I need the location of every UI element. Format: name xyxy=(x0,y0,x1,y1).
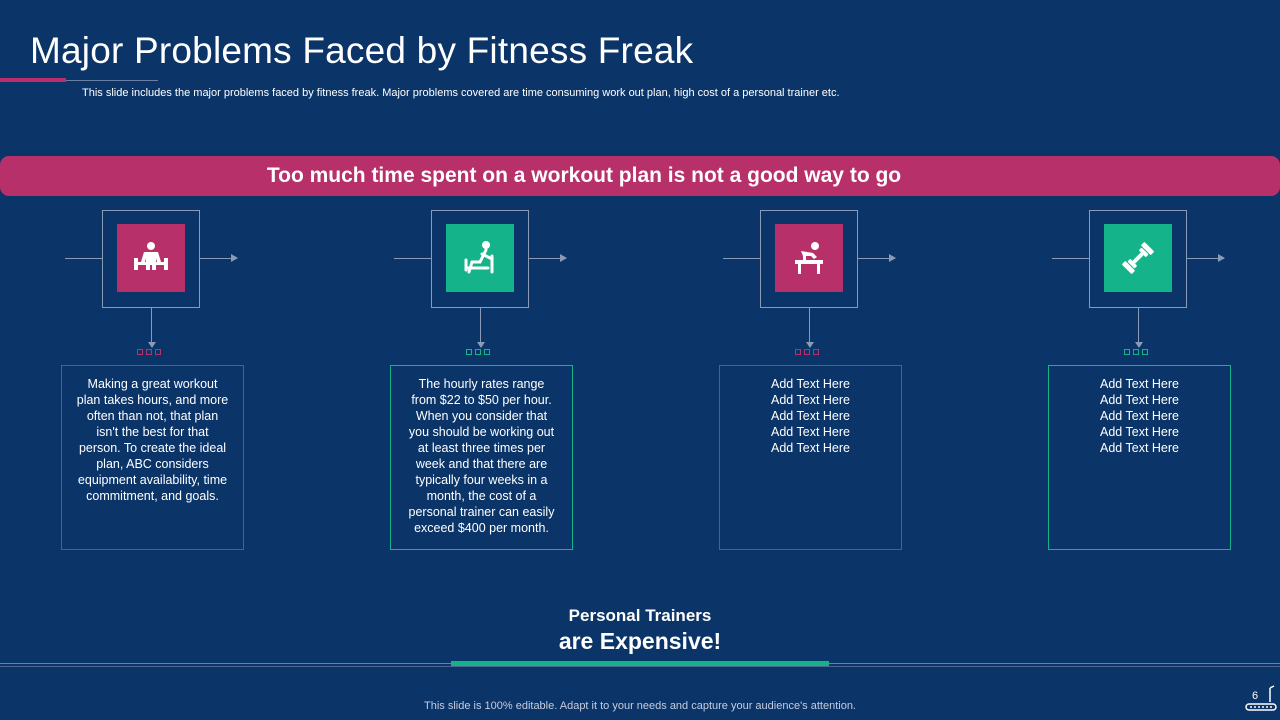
connector-line xyxy=(1187,258,1224,259)
dots-decoration xyxy=(137,349,161,355)
arrow-down-icon xyxy=(1135,342,1143,348)
dots-decoration xyxy=(795,349,819,355)
headline-banner: Too much time spent on a workout plan is… xyxy=(0,156,1280,196)
problem-column-3: Add Text Here Add Text Here Add Text Her… xyxy=(719,210,983,555)
dots-decoration xyxy=(466,349,490,355)
footer-highlight: are Expensive! xyxy=(558,628,722,654)
problem-text: Add Text Here Add Text Here Add Text Her… xyxy=(719,365,902,550)
arrow-right-icon xyxy=(1218,254,1225,262)
problem-text: Add Text Here Add Text Here Add Text Her… xyxy=(1048,365,1231,550)
arrow-right-icon xyxy=(889,254,896,262)
dumbbell-icon xyxy=(1104,224,1172,292)
connector-line xyxy=(394,258,431,259)
connector-line xyxy=(151,307,152,343)
icon-frame xyxy=(760,210,858,308)
arrow-right-icon xyxy=(560,254,567,262)
problem-column-2: The hourly rates range from $22 to $50 p… xyxy=(390,210,654,555)
weightlifter-icon xyxy=(117,224,185,292)
problem-text: The hourly rates range from $22 to $50 p… xyxy=(390,365,573,550)
icon-frame xyxy=(102,210,200,308)
title-underline xyxy=(66,80,158,81)
arrow-down-icon xyxy=(477,342,485,348)
title-accent-line xyxy=(0,78,66,82)
arrow-down-icon xyxy=(148,342,156,348)
dumbbell-bench-icon xyxy=(775,224,843,292)
problem-column-4: Add Text Here Add Text Here Add Text Her… xyxy=(1048,210,1280,555)
slide-subtitle: This slide includes the major problems f… xyxy=(82,87,840,99)
connector-line xyxy=(1052,258,1089,259)
connector-line xyxy=(809,307,810,343)
icon-frame xyxy=(1089,210,1187,308)
connector-line xyxy=(1138,307,1139,343)
banner-text: Too much time spent on a workout plan is… xyxy=(266,164,902,187)
problem-column-1: Making a great workout plan takes hours,… xyxy=(61,210,325,555)
connector-line xyxy=(65,258,102,259)
page-number: 6 xyxy=(1252,690,1259,702)
dots-decoration xyxy=(1124,349,1148,355)
footer-divider xyxy=(0,666,1280,667)
problem-text: Making a great workout plan takes hours,… xyxy=(61,365,244,550)
connector-line xyxy=(200,258,237,259)
connector-line xyxy=(858,258,895,259)
treadmill-icon xyxy=(1245,685,1277,711)
footer-heading: Personal Trainers xyxy=(568,606,712,625)
connector-line xyxy=(480,307,481,343)
icon-frame xyxy=(431,210,529,308)
arrow-right-icon xyxy=(231,254,238,262)
footer-accent-bar xyxy=(451,661,829,666)
bench-press-icon xyxy=(446,224,514,292)
slide-title: Major Problems Faced by Fitness Freak xyxy=(30,30,694,71)
arrow-down-icon xyxy=(806,342,814,348)
connector-line xyxy=(529,258,566,259)
connector-line xyxy=(723,258,760,259)
editable-note: This slide is 100% editable. Adapt it to… xyxy=(424,700,856,712)
